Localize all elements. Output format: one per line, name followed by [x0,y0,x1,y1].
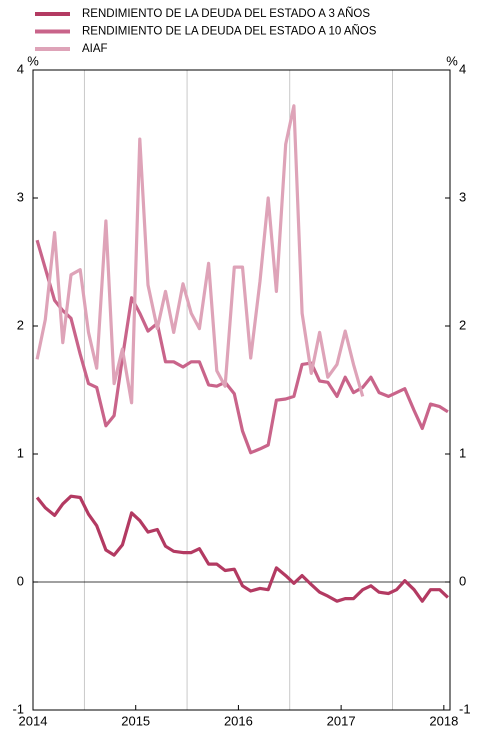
x-tick-label: 2016 [224,713,253,728]
legend-label: AIAF [82,43,108,55]
y-tick-label: 4 [17,61,24,76]
y-tick-label: -1 [12,701,24,716]
y-tick-label: -1 [459,701,471,716]
series-line [35,239,449,455]
legend-label: RENDIMIENTO DE LA DEUDA DEL ESTADO A 3 A… [82,7,370,20]
y-tick-label: 0 [17,573,24,588]
y-tick-label: 3 [17,189,24,204]
y-unit-right: % [446,53,458,68]
series-line [35,104,365,405]
y-tick-label: 0 [459,573,466,588]
x-tick-label: 2017 [327,713,356,728]
plot-frame [32,69,451,711]
y-tick-label: 2 [17,317,24,332]
y-tick-label: 1 [459,445,466,460]
series-line [35,494,449,603]
y-tick-label: 2 [459,317,466,332]
y-tick-label: 1 [17,445,24,460]
y-tick-label: 3 [459,189,466,204]
x-tick-label: 2015 [121,713,150,728]
x-tick-label: 2018 [429,713,458,728]
legend-label: RENDIMIENTO DE LA DEUDA DEL ESTADO A 10 … [82,25,377,38]
y-tick-label: 4 [459,61,466,76]
y-unit-left: % [27,53,39,68]
x-tick-label: 2014 [19,713,48,728]
